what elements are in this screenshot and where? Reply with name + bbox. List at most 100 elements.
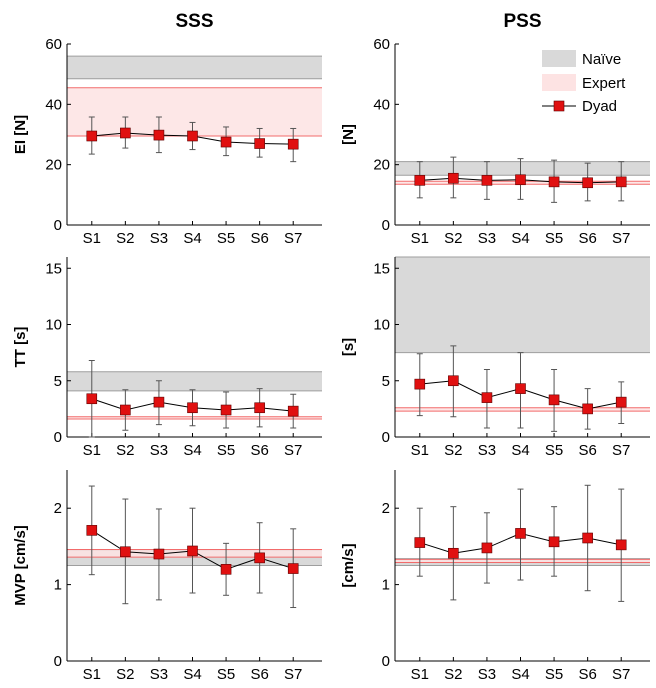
x-tick-label: S5 — [217, 230, 235, 247]
y-axis-label: [N] — [340, 124, 357, 145]
y-tick-label: 5 — [382, 373, 390, 390]
panel-pss-ei: PSS 0 20 40 60 [N] S1 S2 S3 S4 S5 S6 S7 Naïve Expert Dy… — [340, 11, 650, 247]
x-tick-label: S3 — [150, 442, 168, 459]
expert-band — [395, 407, 650, 412]
dyad-point — [120, 127, 131, 139]
legend-swatch-naive — [542, 50, 576, 67]
y-tick-label: 15 — [45, 260, 62, 277]
dyad-point — [515, 528, 526, 539]
x-tick-label: S4 — [183, 230, 201, 247]
x-tick-label: S4 — [511, 442, 529, 459]
x-tick-label: S2 — [116, 666, 134, 683]
x-tick-label: S6 — [250, 442, 268, 459]
dyad-point — [287, 138, 299, 150]
dyad-point — [153, 396, 165, 408]
legend-label-expert: Expert — [582, 75, 626, 92]
y-tick-label: 60 — [373, 36, 390, 53]
dyad-point — [254, 402, 265, 414]
dyad-point — [481, 175, 493, 186]
dyad-point — [220, 404, 232, 416]
y-tick-label: 5 — [54, 373, 62, 390]
dyad-point — [287, 405, 299, 417]
y-tick-label: 10 — [373, 317, 390, 334]
x-tick-label: S4 — [511, 666, 529, 683]
dyad-point — [448, 547, 459, 559]
dyad-point — [481, 542, 493, 554]
dyad-point — [187, 402, 198, 414]
y-tick-label: 60 — [45, 36, 62, 53]
dyad-point — [287, 563, 299, 574]
x-tick-label: S7 — [612, 666, 630, 683]
dyad-point — [481, 392, 493, 403]
x-tick-label: S3 — [478, 230, 496, 247]
expert-band — [67, 416, 322, 419]
dyad-point — [582, 532, 593, 544]
x-tick-label: S3 — [150, 230, 168, 247]
dyad-point — [254, 138, 265, 149]
y-tick-label: 10 — [45, 317, 62, 334]
dyad-point — [153, 548, 165, 560]
panel-pss-tt: 0 5 10 15 [s] S1 S2 S3 S4 S5 S6 S7 — [340, 256, 650, 459]
x-tick-label: S3 — [478, 442, 496, 459]
naive-band — [67, 56, 322, 79]
legend: Naïve Expert Dyad — [542, 50, 626, 115]
y-axis-label: [cm/s] — [340, 543, 357, 587]
dyad-point — [448, 375, 459, 387]
panel-sss-tt: 0 5 10 15 TT [s] S1 S2 S3 S4 S5 S6 S7 — [12, 257, 322, 459]
y-tick-label: 1 — [54, 577, 62, 594]
x-tick-label: S6 — [250, 230, 268, 247]
dyad-point — [414, 378, 426, 390]
dyad-point — [120, 546, 131, 558]
x-tick-label: S6 — [578, 230, 596, 247]
dyad-point — [515, 174, 526, 186]
dyad-point — [548, 176, 560, 188]
x-tick-label: S6 — [250, 666, 268, 683]
y-tick-label: 2 — [382, 500, 390, 517]
x-tick-label: S1 — [411, 666, 429, 683]
x-tick-label: S2 — [444, 442, 462, 459]
dyad-point — [414, 175, 426, 186]
dyad-point — [86, 525, 98, 536]
x-tick-label: S2 — [116, 442, 134, 459]
naive-band — [67, 371, 322, 391]
x-tick-label: S1 — [83, 666, 101, 683]
x-tick-label: S7 — [612, 442, 630, 459]
y-tick-label: 40 — [373, 96, 390, 113]
x-tick-label: S6 — [578, 666, 596, 683]
legend-label-naive: Naïve — [582, 51, 621, 68]
y-tick-label: 0 — [382, 653, 390, 670]
x-tick-label: S5 — [545, 230, 563, 247]
x-tick-label: S2 — [444, 230, 462, 247]
x-tick-label: S1 — [411, 230, 429, 247]
dyad-point — [254, 552, 265, 564]
x-tick-label: S5 — [217, 442, 235, 459]
dyad-point — [582, 403, 593, 415]
y-tick-label: 2 — [54, 500, 62, 517]
dyad-point — [515, 383, 526, 394]
y-axis-label: EI [N] — [12, 115, 29, 154]
dyad-point — [414, 537, 426, 548]
panel-pss-mvp: 0 1 2 [cm/s] S1 S2 S3 S4 S5 S6 S7 — [340, 470, 650, 683]
legend-marker-dyad — [553, 100, 565, 112]
legend-swatch-expert — [542, 74, 576, 91]
dyad-point — [187, 130, 198, 142]
dyad-point — [615, 396, 627, 408]
y-axis-label: TT [s] — [12, 327, 29, 368]
x-tick-label: S2 — [444, 666, 462, 683]
naive-band — [395, 257, 650, 353]
y-tick-label: 0 — [54, 217, 62, 234]
expert-band — [395, 559, 650, 563]
x-tick-label: S7 — [284, 442, 302, 459]
panel-sss-mvp: 0 1 2 MVP [cm/s] S1 S2 S3 S4 S5 S6 S7 — [12, 470, 322, 683]
column-title: PSS — [503, 11, 541, 32]
y-tick-label: 20 — [45, 157, 62, 174]
x-tick-label: S2 — [116, 230, 134, 247]
x-tick-label: S7 — [284, 666, 302, 683]
column-title: SSS — [175, 11, 213, 32]
dyad-point — [153, 129, 165, 141]
x-tick-label: S5 — [545, 666, 563, 683]
dyad-point — [86, 393, 98, 405]
dyad-point — [187, 545, 198, 557]
y-tick-label: 1 — [382, 577, 390, 594]
